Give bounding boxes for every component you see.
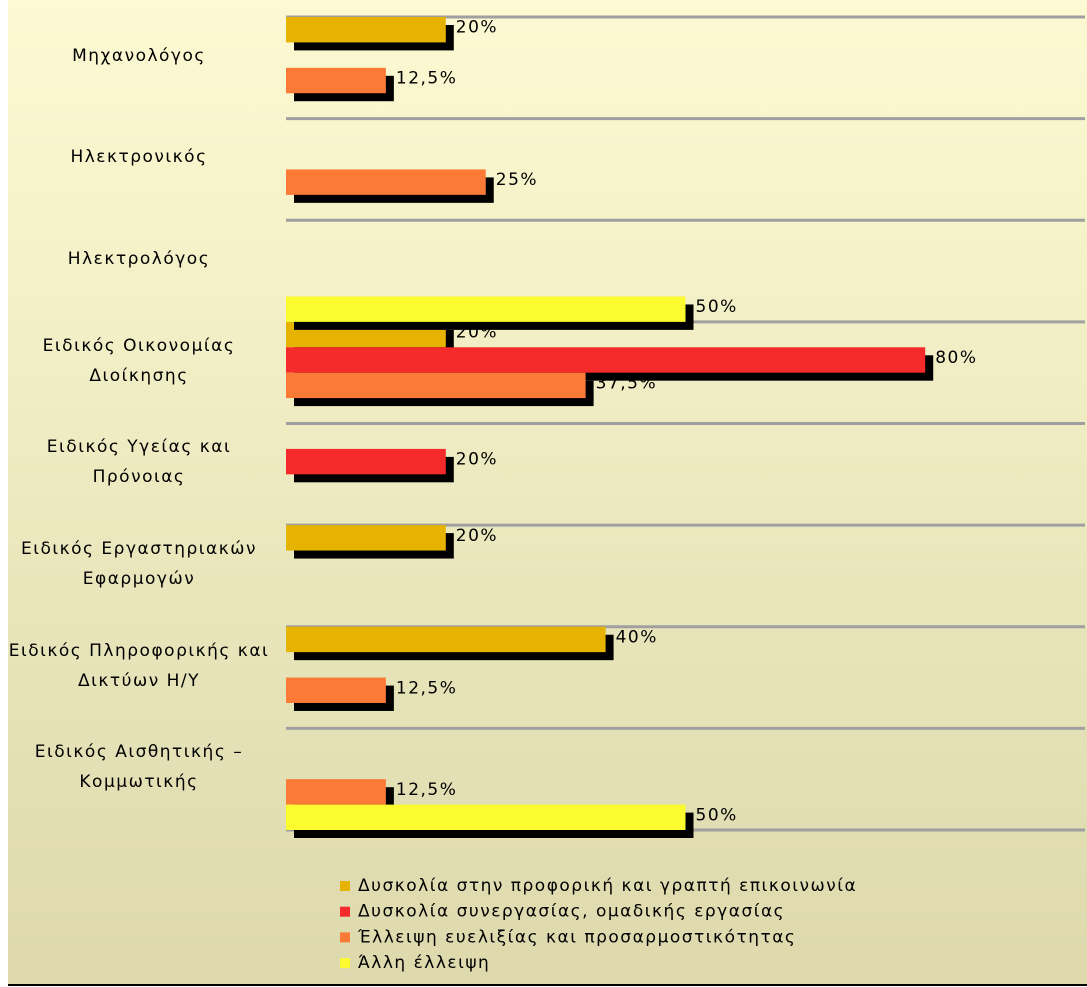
- legend-swatch: [340, 906, 350, 917]
- y-tick-label: Ειδικός Εργαστηριακών Εφαρμογών: [20, 538, 258, 589]
- bar: [286, 372, 586, 399]
- value-label: 37,5%: [596, 373, 658, 393]
- legend-swatch: [340, 881, 350, 891]
- bar: [286, 525, 446, 551]
- value-label: 20%: [456, 450, 498, 470]
- y-tick-label: Ειδικός Υγείας και Πρόνοιας: [46, 437, 232, 488]
- legend-label: Δυσκολία στην προφορική και γραπτή επικο…: [358, 876, 857, 896]
- value-label: 12,5%: [396, 678, 458, 698]
- bar: [286, 677, 386, 703]
- value-label: 20%: [456, 526, 498, 546]
- y-tick-label: Μηχανολόγος: [72, 45, 206, 66]
- value-label: 12,5%: [396, 780, 458, 800]
- bar: [286, 67, 386, 94]
- bar: [286, 347, 926, 373]
- bar: [286, 779, 386, 805]
- bar: [286, 169, 486, 195]
- value-label: 50%: [696, 297, 738, 317]
- y-tick-label: Ειδικός Πληροφορικής και Δικτύων Η/Υ: [8, 640, 270, 691]
- y-tick-label: Ηλεκτρολόγος: [67, 249, 211, 270]
- y-tick-label: Ειδικός Οικονομίας Διοίκησης: [42, 335, 236, 386]
- legend-label: Δυσκολία συνεργασίας, ομαδικής εργασίας: [358, 902, 785, 922]
- bar: [286, 17, 446, 43]
- legend-swatch: [340, 932, 350, 943]
- value-label: 12,5%: [396, 69, 458, 89]
- value-label: 25%: [496, 170, 538, 190]
- value-label: 20%: [456, 18, 498, 38]
- y-tick-label: Ηλεκτρονικός: [70, 147, 208, 168]
- value-label: 40%: [616, 627, 658, 647]
- bar: [286, 296, 686, 322]
- legend-swatch: [340, 958, 350, 969]
- legend-label: Άλλη έλλειψη: [358, 953, 490, 973]
- bar: [286, 804, 686, 830]
- y-tick-label: Ειδικός Αισθητικής – Κομμωτικής: [34, 742, 244, 793]
- value-label: 50%: [696, 805, 738, 825]
- bar: [286, 448, 446, 475]
- value-label: 80%: [935, 348, 977, 368]
- legend-label: Έλλειψη ευελιξίας και προσαρμοστικότητας: [357, 927, 796, 947]
- bar: [286, 626, 606, 653]
